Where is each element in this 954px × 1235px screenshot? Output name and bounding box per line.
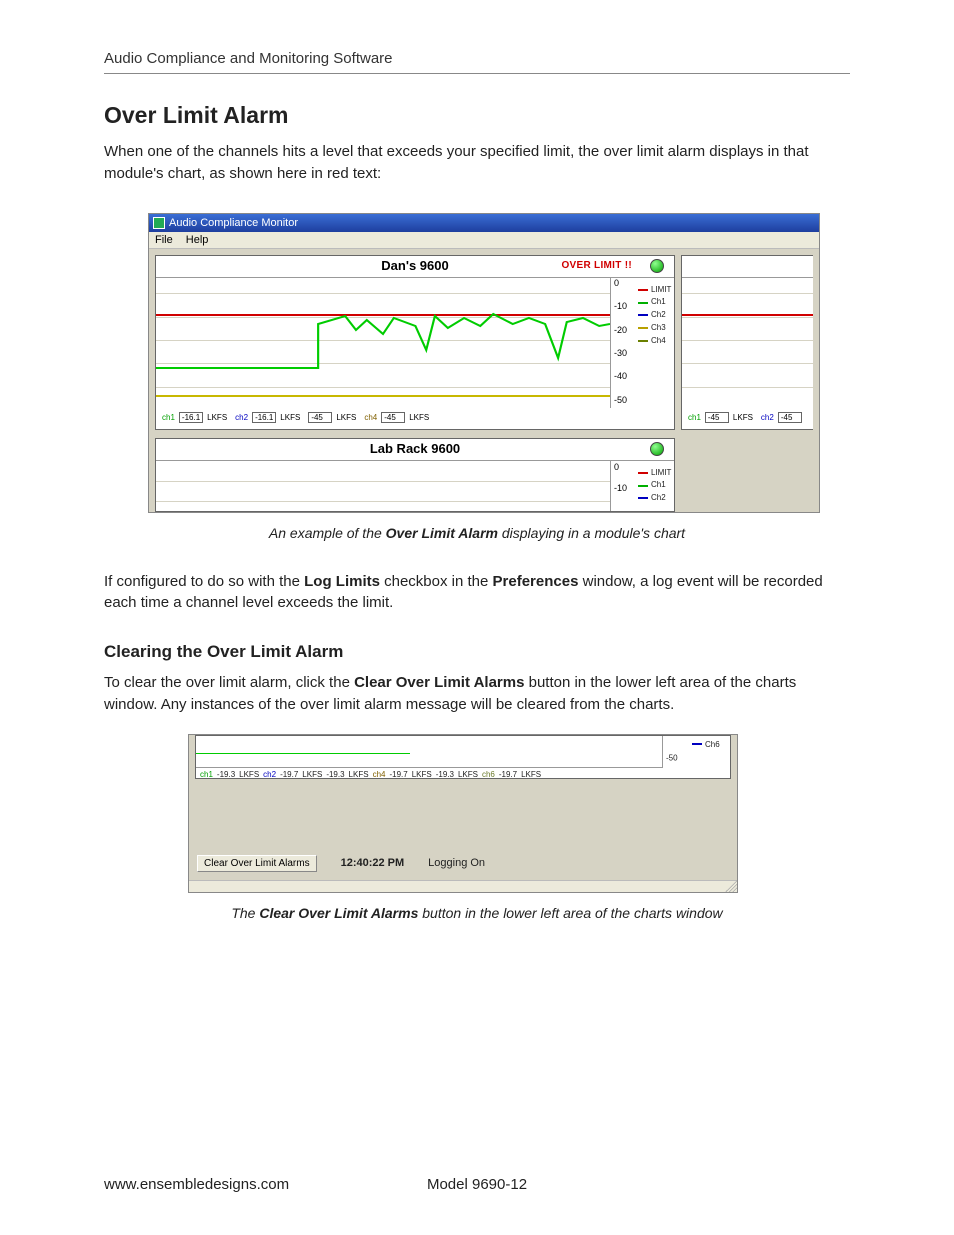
panel-title: Lab Rack 9600 [370, 441, 460, 456]
readout-unit: LKFS [458, 770, 478, 779]
readout-value: -19.3 [217, 770, 235, 779]
doc-header: Audio Compliance and Monitoring Software [104, 50, 850, 74]
readout-unit: LKFS [349, 770, 369, 779]
readout-value: -19.7 [389, 770, 407, 779]
readout-unit: LKFS [521, 770, 541, 779]
y-axis: 0 -10 -20 -30 -40 -50 [610, 278, 634, 408]
readout-unit: LKFS [412, 770, 432, 779]
screenshot-clear-button-area: -50 Ch6 ch1-19.3LKFSch2-19.7LKFS-19.3LKF… [188, 734, 738, 893]
readout-channel-label: ch1 [688, 413, 701, 422]
readout-channel-label: ch4 [364, 413, 377, 422]
readout-channel-label: ch2 [761, 413, 774, 422]
readout-value: -19.7 [499, 770, 517, 779]
page-title: Over Limit Alarm [104, 102, 850, 129]
menu-help[interactable]: Help [186, 234, 209, 246]
readout-unit: LKFS [207, 413, 227, 422]
figure-caption-1: An example of the Over Limit Alarm displ… [104, 525, 850, 541]
section-heading-clearing: Clearing the Over Limit Alarm [104, 642, 850, 662]
module-panel-dans-9600: Dan's 9600 OVER LIMIT !! [155, 255, 675, 430]
panel-title: Dan's 9600 [381, 258, 448, 273]
readout-channel-label: ch6 [482, 770, 495, 779]
screenshot-chart-window: Audio Compliance Monitor File Help Dan's… [148, 213, 820, 513]
readout-channel-label: ch1 [162, 413, 175, 422]
logging-status: Logging On [428, 857, 485, 869]
readout-value: -19.3 [436, 770, 454, 779]
statusbar [189, 880, 737, 892]
readout-value: -16.1 [252, 412, 276, 423]
readout-value: -45 [308, 412, 332, 423]
menu-file[interactable]: File [155, 234, 173, 246]
readout-value: -45 [705, 412, 729, 423]
chart-legend: LIMIT Ch1 Ch2 Ch3 Ch4 [634, 278, 674, 408]
readout-value: -19.7 [280, 770, 298, 779]
figure-caption-2: The Clear Over Limit Alarms button in th… [104, 905, 850, 921]
readout-channel-label: ch2 [235, 413, 248, 422]
readout-unit: LKFS [239, 770, 259, 779]
status-indicator-icon [650, 259, 664, 273]
readout-value: -45 [381, 412, 405, 423]
channel-readouts: ch1 -45 LKFS ch2 -45 [682, 408, 813, 429]
readout-unit: LKFS [302, 770, 322, 779]
resize-grip-icon[interactable] [725, 880, 737, 892]
chart-plot [156, 278, 610, 408]
readout-value: -45 [778, 412, 802, 423]
intro-paragraph: When one of the channels hits a level th… [104, 141, 850, 185]
channel-readouts: ch1 -16.1 LKFS ch2 -16.1 LKFS -45 LKFS ch4 -45 LKF… [156, 408, 674, 429]
footer-url: www.ensembledesigns.com [104, 1176, 353, 1193]
ch1-trace [156, 278, 610, 408]
clear-over-limit-alarms-button[interactable]: Clear Over Limit Alarms [197, 855, 317, 872]
clearing-paragraph: To clear the over limit alarm, click the… [104, 672, 850, 716]
menubar: File Help [149, 232, 819, 249]
window-titlebar: Audio Compliance Monitor [149, 214, 819, 232]
footer-model: Model 9690-12 [353, 1176, 602, 1193]
readout-unit: LKFS [409, 413, 429, 422]
module-panel-lab-rack-9600: Lab Rack 9600 0 -10 [155, 438, 675, 512]
readout-unit: LKFS [336, 413, 356, 422]
over-limit-alarm-text: OVER LIMIT !! [561, 260, 632, 271]
log-limits-paragraph: If configured to do so with the Log Limi… [104, 571, 850, 615]
clock-time: 12:40:22 PM [341, 857, 405, 869]
window-title: Audio Compliance Monitor [169, 217, 298, 229]
status-indicator-icon [650, 442, 664, 456]
readout-unit: LKFS [280, 413, 300, 422]
readout-channel-label: ch4 [373, 770, 386, 779]
readout-value: -16.1 [179, 412, 203, 423]
readout-channel-label: ch2 [263, 770, 276, 779]
readout-channel-label: ch1 [200, 770, 213, 779]
readout-unit: LKFS [733, 413, 753, 422]
app-icon [153, 217, 165, 229]
readout-value: -19.3 [326, 770, 344, 779]
